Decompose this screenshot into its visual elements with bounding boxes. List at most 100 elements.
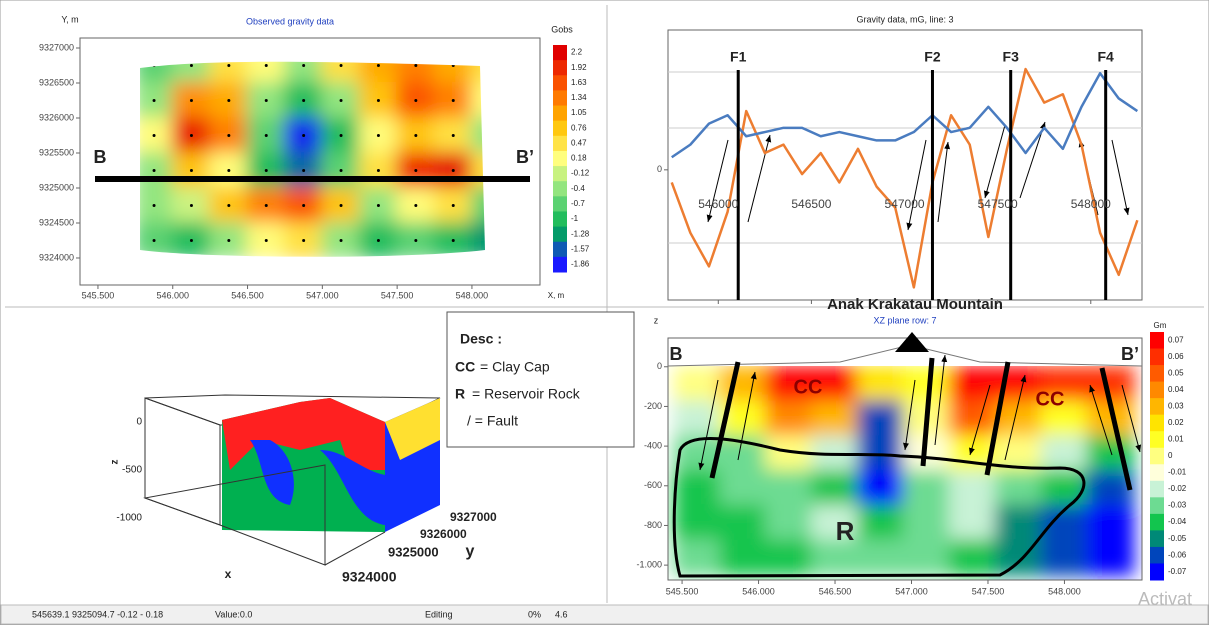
colorbar-tick-label: 0.07 xyxy=(1168,335,1184,344)
station xyxy=(414,169,417,172)
fault-label: F1 xyxy=(730,49,747,65)
x-tick-label: 547000 xyxy=(885,197,925,211)
station xyxy=(452,204,455,207)
annotation: B xyxy=(670,344,683,364)
station xyxy=(227,204,230,207)
colorbar-swatch xyxy=(553,45,567,61)
heading: Anak Krakatau Mountain xyxy=(827,296,1003,313)
heatmap-field xyxy=(673,366,1134,576)
colorbar-swatch xyxy=(1150,464,1164,481)
cell xyxy=(719,539,767,576)
station xyxy=(340,64,343,67)
annotation: CC xyxy=(794,376,823,398)
cell xyxy=(719,366,767,403)
colorbar-tick-label: -0.07 xyxy=(1168,567,1187,576)
station xyxy=(302,64,305,67)
cell xyxy=(857,366,905,403)
station xyxy=(340,169,343,172)
contour-field xyxy=(134,47,510,259)
cell xyxy=(903,470,951,507)
cell xyxy=(903,505,951,542)
colorbar-swatch xyxy=(1150,382,1164,399)
x-tick-label: 545.500 xyxy=(82,290,115,300)
x-tick-label: 547500 xyxy=(978,197,1018,211)
y-tick-label: -400 xyxy=(644,440,662,450)
chart-title: XZ plane row: 7 xyxy=(873,315,936,325)
colorbar-swatch xyxy=(1150,547,1164,564)
z-tick-label: -500 xyxy=(122,465,142,476)
colorbar-swatch xyxy=(1150,530,1164,547)
station xyxy=(414,99,417,102)
fault-label: F4 xyxy=(1098,49,1115,65)
colorbar-tick-label: -0.04 xyxy=(1168,517,1187,526)
colorbar-tick-label: -1.86 xyxy=(571,260,590,269)
cell xyxy=(673,505,721,542)
x-tick-label: 546.500 xyxy=(819,586,852,596)
station xyxy=(377,239,380,242)
cell xyxy=(765,505,813,542)
station xyxy=(190,99,193,102)
cell xyxy=(949,400,997,437)
station xyxy=(265,134,268,137)
status-value: Value:0.0 xyxy=(215,609,252,619)
cell-group xyxy=(134,47,510,259)
status-zoom: 4.6 xyxy=(555,609,568,619)
colorbar-tick-label: -0.12 xyxy=(571,169,590,178)
x-tick-label: 548.000 xyxy=(456,290,489,300)
colorbar-swatch xyxy=(553,151,567,167)
colorbar-tick-label: -0.06 xyxy=(1168,550,1187,559)
station xyxy=(377,204,380,207)
annotation: CC xyxy=(1036,388,1065,410)
station xyxy=(414,64,417,67)
colorbar-swatch xyxy=(1150,415,1164,432)
station xyxy=(377,134,380,137)
station xyxy=(227,99,230,102)
station xyxy=(340,239,343,242)
colorbar-label: Gobs xyxy=(551,24,573,34)
y-tick-label: 0 xyxy=(657,361,662,371)
colorbar-tick-label: 1.05 xyxy=(571,108,587,117)
y-tick-label: 9327000 xyxy=(39,42,74,52)
cell xyxy=(765,539,813,576)
x-axis-label: X, m xyxy=(548,291,565,300)
colorbar-tick-label: 0.01 xyxy=(1168,435,1184,444)
colorbar-swatch xyxy=(1150,398,1164,415)
station xyxy=(265,64,268,67)
cell xyxy=(719,470,767,507)
chart-title: Gravity data, mG, line: 3 xyxy=(856,14,953,24)
x-tick-label: 548.000 xyxy=(1048,586,1081,596)
y-tick-label: -600 xyxy=(644,480,662,490)
station xyxy=(190,239,193,242)
colorbar-swatch xyxy=(553,211,567,227)
cell xyxy=(1086,505,1134,542)
y-tick-label: 9324000 xyxy=(39,252,74,262)
colorbar-tick-label: 0.06 xyxy=(1168,352,1184,361)
station xyxy=(190,64,193,67)
cell xyxy=(719,505,767,542)
colorbar-swatch xyxy=(1150,481,1164,498)
annotation: B’ xyxy=(1121,344,1139,364)
y-axis-label: Y, m xyxy=(61,14,78,24)
colorbar-tick-label: -1 xyxy=(571,214,579,223)
colorbar-swatch xyxy=(1150,514,1164,531)
y-tick-label: 9327000 xyxy=(450,510,497,524)
colorbar-swatch xyxy=(553,106,567,122)
cell xyxy=(673,400,721,437)
y-tick-label: 9326500 xyxy=(39,77,74,87)
y-axis-label: z xyxy=(654,315,659,325)
x-tick-label: 548000 xyxy=(1071,197,1111,211)
colorbar-swatch xyxy=(1150,497,1164,514)
y-tick-label: 9325000 xyxy=(388,544,439,559)
station xyxy=(153,134,156,137)
colorbar-swatch xyxy=(553,121,567,137)
cell xyxy=(857,400,905,437)
station xyxy=(265,239,268,242)
y-axis-label: y xyxy=(466,543,475,560)
cell xyxy=(857,470,905,507)
chart-title: Observed gravity data xyxy=(246,16,334,26)
fault-label: F3 xyxy=(1003,49,1020,65)
station xyxy=(340,134,343,137)
status-percent: 0% xyxy=(528,609,541,619)
status-mode: Editing xyxy=(425,609,453,619)
annotation: B’ xyxy=(516,147,534,167)
